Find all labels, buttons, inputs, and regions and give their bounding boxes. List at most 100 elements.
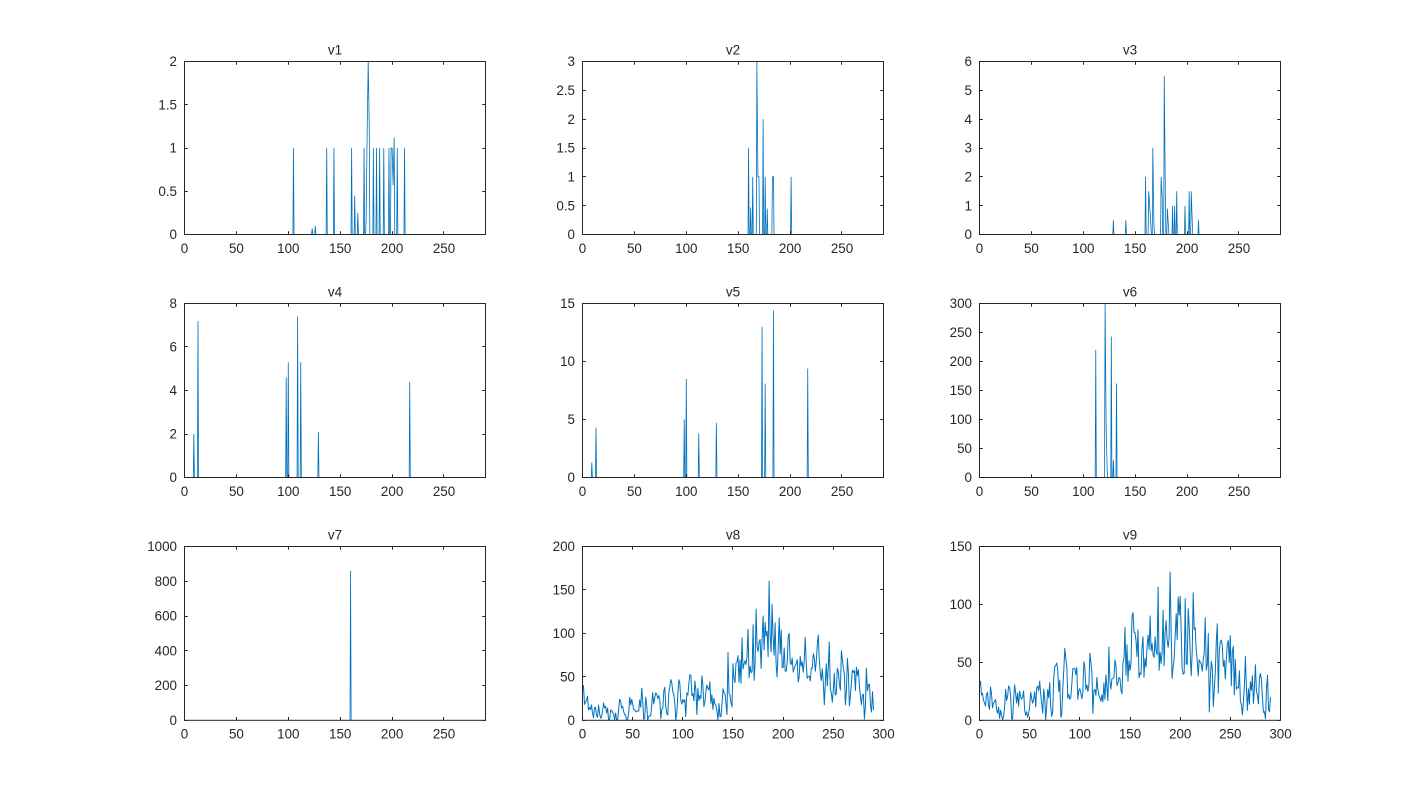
svg-text:v9: v9 xyxy=(1123,527,1137,542)
svg-text:1000: 1000 xyxy=(147,539,177,554)
svg-text:0: 0 xyxy=(170,227,177,242)
svg-text:100: 100 xyxy=(1072,484,1094,499)
svg-text:3: 3 xyxy=(568,54,575,69)
svg-text:0: 0 xyxy=(568,470,575,485)
svg-text:2.5: 2.5 xyxy=(556,83,575,98)
svg-text:100: 100 xyxy=(950,412,972,427)
svg-text:250: 250 xyxy=(433,241,455,256)
svg-text:1.5: 1.5 xyxy=(556,141,575,156)
svg-text:150: 150 xyxy=(1124,484,1146,499)
svg-text:v3: v3 xyxy=(1123,42,1137,57)
svg-text:200: 200 xyxy=(779,484,801,499)
svg-text:2: 2 xyxy=(965,169,972,184)
svg-text:200: 200 xyxy=(553,539,575,554)
svg-text:150: 150 xyxy=(727,484,749,499)
svg-text:50: 50 xyxy=(229,484,244,499)
svg-text:200: 200 xyxy=(381,484,403,499)
svg-text:50: 50 xyxy=(1022,727,1037,742)
svg-text:50: 50 xyxy=(229,727,244,742)
svg-text:200: 200 xyxy=(381,241,403,256)
svg-text:100: 100 xyxy=(553,626,575,641)
svg-text:50: 50 xyxy=(560,669,575,684)
svg-text:v6: v6 xyxy=(1123,284,1137,299)
svg-text:0: 0 xyxy=(181,484,188,499)
svg-text:150: 150 xyxy=(329,241,351,256)
svg-text:250: 250 xyxy=(831,241,853,256)
svg-text:300: 300 xyxy=(872,727,894,742)
svg-text:200: 200 xyxy=(772,727,794,742)
svg-text:150: 150 xyxy=(950,539,972,554)
svg-text:100: 100 xyxy=(675,241,697,256)
svg-text:6: 6 xyxy=(170,340,177,355)
svg-text:4: 4 xyxy=(170,383,178,398)
svg-text:250: 250 xyxy=(831,484,853,499)
svg-text:0: 0 xyxy=(579,484,586,499)
svg-text:50: 50 xyxy=(627,484,642,499)
svg-text:150: 150 xyxy=(727,241,749,256)
svg-text:0: 0 xyxy=(568,713,575,728)
svg-text:0: 0 xyxy=(965,470,972,485)
svg-text:200: 200 xyxy=(381,727,403,742)
svg-text:200: 200 xyxy=(779,241,801,256)
svg-text:0: 0 xyxy=(976,484,983,499)
svg-text:150: 150 xyxy=(553,583,575,598)
svg-text:15: 15 xyxy=(560,296,575,311)
svg-text:v7: v7 xyxy=(328,527,342,542)
svg-text:6: 6 xyxy=(965,54,972,69)
svg-text:250: 250 xyxy=(433,484,455,499)
svg-text:3: 3 xyxy=(965,141,972,156)
svg-text:100: 100 xyxy=(277,241,299,256)
svg-text:50: 50 xyxy=(1024,241,1039,256)
svg-text:50: 50 xyxy=(957,441,972,456)
svg-text:5: 5 xyxy=(568,412,575,427)
svg-text:250: 250 xyxy=(822,727,844,742)
svg-text:0: 0 xyxy=(976,727,983,742)
svg-text:250: 250 xyxy=(1228,484,1250,499)
svg-text:4: 4 xyxy=(965,112,973,127)
svg-text:0: 0 xyxy=(579,727,586,742)
svg-text:200: 200 xyxy=(155,678,177,693)
svg-text:50: 50 xyxy=(229,241,244,256)
svg-text:5: 5 xyxy=(965,83,972,98)
svg-text:0: 0 xyxy=(170,470,177,485)
svg-text:0.5: 0.5 xyxy=(158,184,177,199)
svg-text:50: 50 xyxy=(957,655,972,670)
svg-text:200: 200 xyxy=(1176,241,1198,256)
svg-text:10: 10 xyxy=(560,354,575,369)
svg-text:v2: v2 xyxy=(726,42,740,57)
svg-text:2: 2 xyxy=(170,427,177,442)
svg-text:150: 150 xyxy=(329,484,351,499)
svg-text:0: 0 xyxy=(976,241,983,256)
svg-text:100: 100 xyxy=(672,727,694,742)
svg-text:100: 100 xyxy=(277,484,299,499)
svg-text:v8: v8 xyxy=(726,527,740,542)
svg-text:1: 1 xyxy=(965,198,972,213)
svg-text:0: 0 xyxy=(965,227,972,242)
svg-text:v1: v1 xyxy=(328,42,342,57)
svg-text:1: 1 xyxy=(170,141,177,156)
svg-text:600: 600 xyxy=(155,609,177,624)
svg-text:0.5: 0.5 xyxy=(556,198,575,213)
svg-text:100: 100 xyxy=(675,484,697,499)
svg-text:1: 1 xyxy=(568,169,575,184)
svg-text:100: 100 xyxy=(1072,241,1094,256)
svg-text:200: 200 xyxy=(1176,484,1198,499)
svg-text:50: 50 xyxy=(625,727,640,742)
svg-text:250: 250 xyxy=(1219,727,1241,742)
svg-text:100: 100 xyxy=(1069,727,1091,742)
svg-text:150: 150 xyxy=(1124,241,1146,256)
svg-text:50: 50 xyxy=(1024,484,1039,499)
svg-text:0: 0 xyxy=(181,241,188,256)
svg-text:8: 8 xyxy=(170,296,177,311)
svg-text:400: 400 xyxy=(155,643,177,658)
svg-text:0: 0 xyxy=(181,727,188,742)
svg-text:0: 0 xyxy=(568,227,575,242)
svg-text:2: 2 xyxy=(568,112,575,127)
svg-text:100: 100 xyxy=(950,597,972,612)
svg-text:150: 150 xyxy=(722,727,744,742)
svg-text:150: 150 xyxy=(950,383,972,398)
svg-text:100: 100 xyxy=(277,727,299,742)
svg-text:800: 800 xyxy=(155,574,177,589)
svg-text:200: 200 xyxy=(950,354,972,369)
svg-text:300: 300 xyxy=(950,296,972,311)
